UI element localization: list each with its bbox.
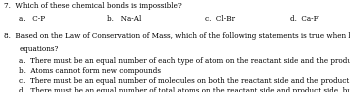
Text: c.  Cl-Br: c. Cl-Br [205, 15, 235, 23]
Text: 7.  Which of these chemical bonds is impossible?: 7. Which of these chemical bonds is impo… [4, 2, 182, 10]
Text: 8.  Based on the Law of Conservation of Mass, which of the following statements : 8. Based on the Law of Conservation of M… [4, 32, 350, 40]
Text: b.  Atoms cannot form new compounds: b. Atoms cannot form new compounds [19, 67, 161, 75]
Text: d.  There must be an equal number of total atoms on the reactant side and produc: d. There must be an equal number of tota… [19, 87, 350, 92]
Text: d.  Ca-F: d. Ca-F [290, 15, 319, 23]
Text: equations?: equations? [19, 45, 59, 53]
Text: b.   Na-Al: b. Na-Al [107, 15, 141, 23]
Text: a.   C-P: a. C-P [19, 15, 46, 23]
Text: a.  There must be an equal number of each type of atom on the reactant side and : a. There must be an equal number of each… [19, 57, 350, 65]
Text: c.  There must be an equal number of molecules on both the reactant side and the: c. There must be an equal number of mole… [19, 77, 350, 85]
